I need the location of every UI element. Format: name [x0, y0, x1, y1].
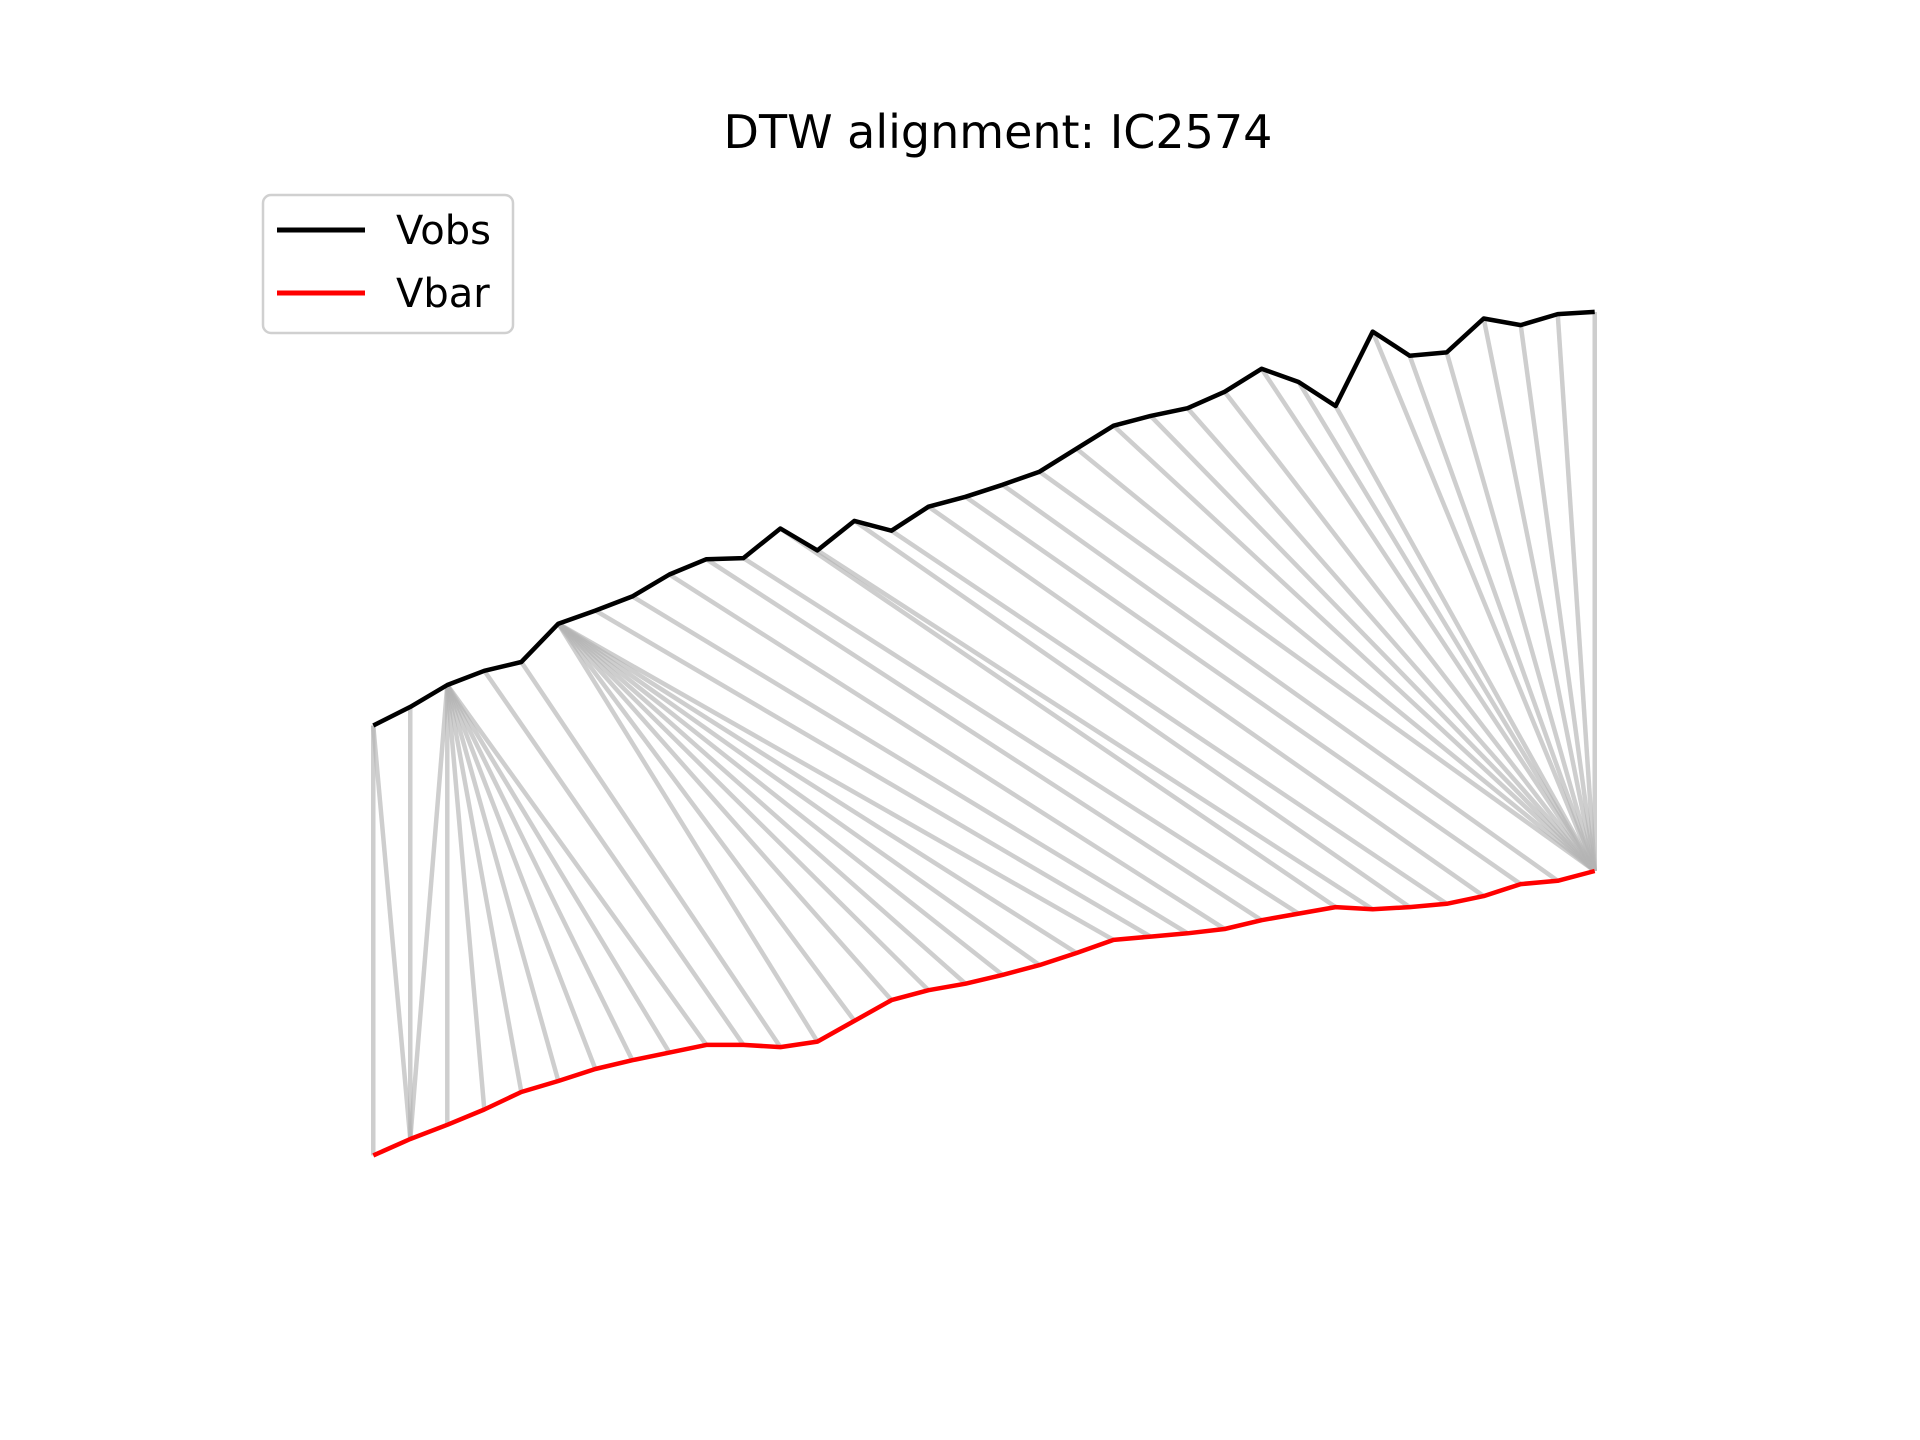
alignment-line	[779, 526, 1337, 909]
alignment-line	[557, 621, 1115, 942]
alignment-line	[890, 528, 1448, 906]
series-line-vobs	[372, 309, 1595, 728]
alignment-line	[556, 622, 967, 986]
alignment-line	[816, 548, 1374, 912]
legend-label-vbar: Vbar	[396, 271, 490, 317]
alignment-line	[853, 519, 1411, 909]
alignment-line	[445, 684, 561, 1082]
alignment-line	[1075, 446, 1597, 873]
alignment-line	[1038, 469, 1597, 873]
alignment-line	[1001, 482, 1560, 883]
alignment-line	[556, 622, 894, 1002]
alignment-line	[1333, 404, 1597, 873]
alignment-line	[705, 557, 1263, 923]
alignment-line	[445, 683, 709, 1047]
alignment-line	[631, 594, 1189, 936]
alignment-line	[1518, 324, 1597, 872]
legend: Vobs Vbar	[261, 193, 515, 335]
alignment-line	[556, 621, 1004, 977]
alignment-line	[371, 725, 413, 1140]
alignment-line	[556, 622, 931, 992]
alignment-line	[1407, 354, 1597, 872]
alignment-line	[408, 684, 450, 1140]
alignment-line	[519, 660, 783, 1049]
alignment-line	[1444, 351, 1597, 872]
alignment-line	[742, 556, 1300, 916]
alignment-line	[557, 621, 1078, 955]
chart-title: DTW alignment: IC2574	[724, 105, 1273, 159]
alignment-line	[556, 622, 857, 1023]
alignment-lines	[371, 311, 1597, 1156]
series-lines	[372, 309, 1596, 1158]
alignment-line	[557, 621, 1041, 967]
legend-label-vobs: Vobs	[396, 208, 491, 254]
alignment-line	[964, 494, 1523, 886]
alignment-line	[1259, 367, 1597, 873]
alignment-line	[1481, 318, 1597, 872]
alignment-line	[594, 608, 1152, 939]
alignment-line	[1112, 424, 1597, 873]
alignment-line	[445, 683, 672, 1054]
alignment-line	[1222, 390, 1597, 873]
alignment-line	[482, 669, 746, 1047]
alignment-line	[1185, 406, 1597, 873]
alignment-line	[1296, 380, 1597, 873]
alignment-line	[1370, 330, 1597, 872]
alignment-line	[445, 683, 635, 1062]
alignment-line	[556, 622, 820, 1043]
alignment-line	[927, 504, 1485, 898]
alignment-line	[668, 572, 1226, 931]
alignment-line	[1148, 414, 1597, 873]
alignment-line	[1555, 313, 1597, 872]
series-line-vbar	[372, 868, 1596, 1158]
alignment-line	[445, 684, 524, 1093]
alignment-line	[445, 684, 598, 1070]
alignment-line	[445, 684, 487, 1110]
